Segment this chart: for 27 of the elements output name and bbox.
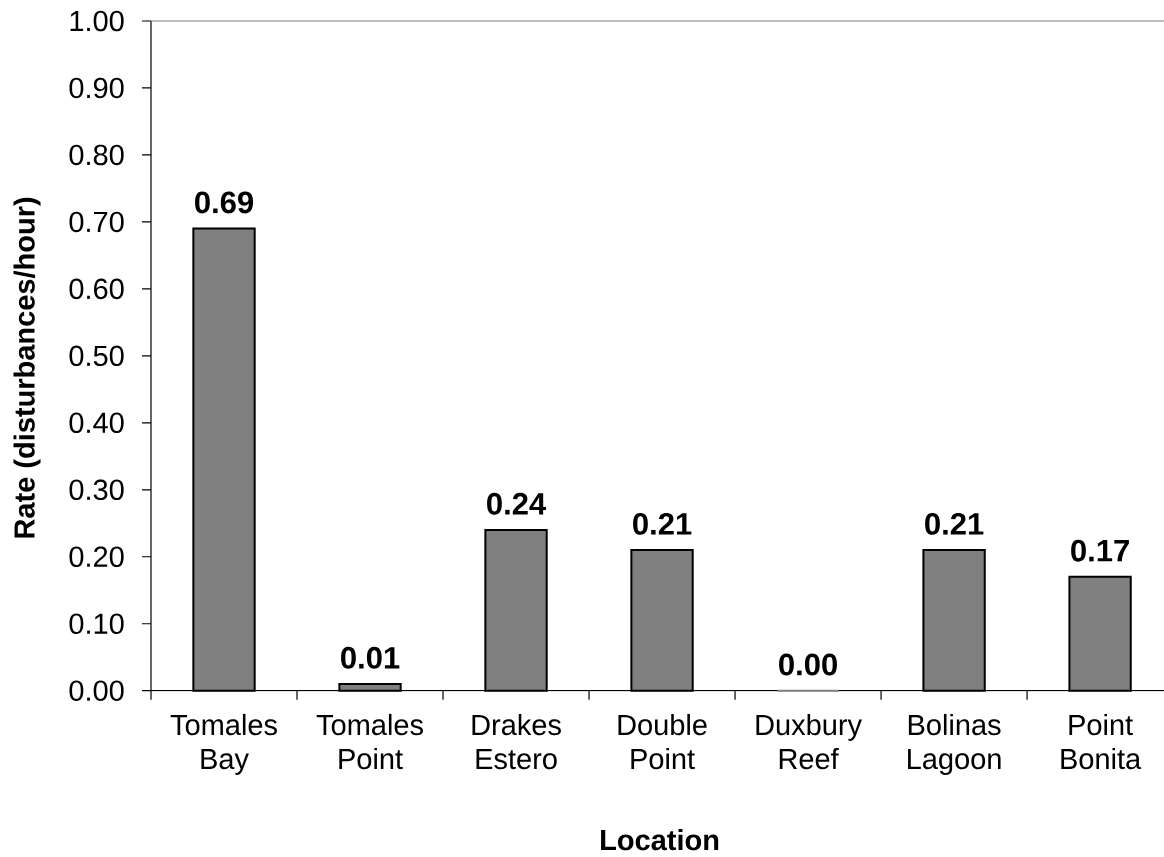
x-tick-label: Tomales Point bbox=[316, 713, 423, 770]
x-tick-label: Bolinas Lagoon bbox=[908, 713, 1001, 775]
data-label: 0.21 bbox=[633, 512, 692, 535]
y-axis-title: Rate (disturbances/hour) bbox=[13, 197, 41, 538]
x-axis-title: Location bbox=[601, 829, 719, 851]
x-tick-label: Duxbury Reef bbox=[756, 713, 862, 770]
data-label: 0.21 bbox=[925, 512, 984, 535]
data-label: 0.17 bbox=[1071, 539, 1129, 562]
x-tick-label: Drakes Estero bbox=[472, 713, 561, 770]
data-label: 0.69 bbox=[195, 191, 254, 214]
x-tick-label: Point Bonita bbox=[1061, 713, 1142, 770]
y-tick-label: 0.70 bbox=[69, 211, 124, 233]
y-tick-label: 0.10 bbox=[69, 613, 124, 634]
y-tick-label: 0.90 bbox=[69, 77, 124, 99]
y-tick-label: 0.80 bbox=[69, 144, 124, 166]
data-label: 0.01 bbox=[341, 646, 400, 669]
y-tick-label: 1.00 bbox=[70, 10, 124, 32]
x-tick-label: Tomales Bay bbox=[170, 713, 277, 775]
y-tick-label: 0.30 bbox=[69, 479, 124, 501]
y-tick-label: 0.60 bbox=[69, 278, 124, 300]
y-tick-label: 0.20 bbox=[69, 546, 124, 568]
data-label: 0.00 bbox=[779, 653, 837, 676]
y-tick-label: 0.40 bbox=[69, 412, 124, 434]
x-tick-label: Double Point bbox=[618, 713, 707, 770]
y-tick-label: 0.00 bbox=[69, 680, 124, 701]
data-label: 0.24 bbox=[487, 492, 547, 515]
y-tick-label: 0.50 bbox=[69, 345, 124, 367]
